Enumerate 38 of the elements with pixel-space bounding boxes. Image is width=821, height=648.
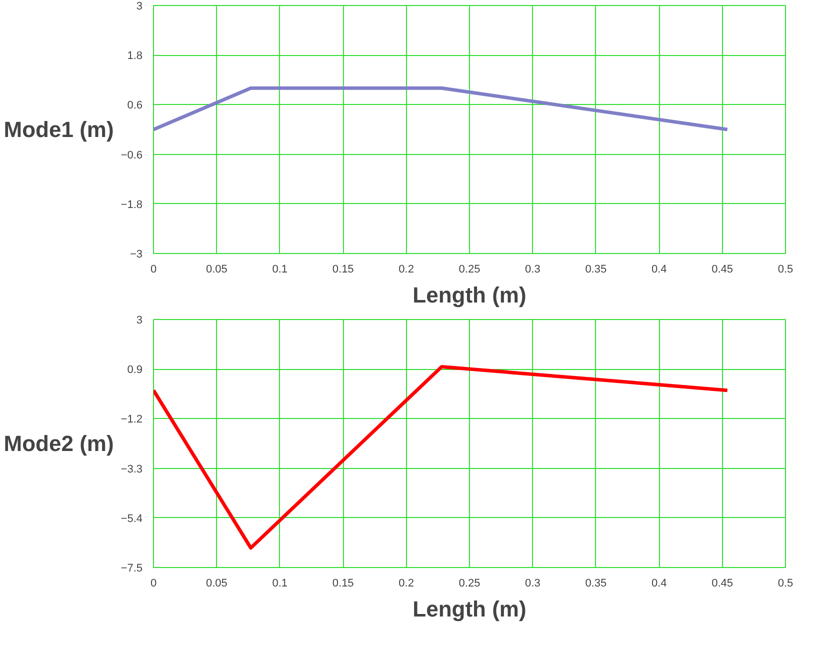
x-tick-label: 0.5 — [778, 264, 794, 276]
x-tick-label: 0.05 — [206, 264, 228, 276]
y-tick-label: 0.6 — [127, 100, 143, 112]
x-tick-label: 0.05 — [206, 578, 228, 590]
x-axis-title: Length (m) — [412, 596, 526, 622]
x-tick-label: 0.25 — [458, 578, 480, 590]
x-tick-label: 0.35 — [585, 264, 607, 276]
x-tick-label: 0 — [150, 578, 157, 590]
y-tick-label: 0.9 — [127, 364, 143, 376]
x-tick-label: 0.3 — [525, 578, 540, 590]
y-tick-label: −3 — [130, 248, 143, 260]
y-tick-label: −1.2 — [120, 414, 143, 426]
y-axis-title: Mode1 (m) — [4, 117, 114, 142]
x-tick-label: 0.45 — [712, 264, 734, 276]
y-tick-label: −7.5 — [120, 562, 143, 574]
x-axis-title: Length (m) — [412, 282, 526, 308]
x-tick-label: 0.4 — [651, 578, 667, 590]
y-tick-label: 1.8 — [127, 50, 143, 62]
x-tick-label: 0.25 — [458, 264, 480, 276]
y-tick-label: −5.4 — [120, 512, 143, 525]
x-tick-label: 0.3 — [525, 264, 540, 276]
y-tick-label: −1.8 — [120, 198, 143, 211]
x-tick-label: 0.5 — [778, 578, 794, 590]
y-tick-label: −0.6 — [120, 149, 143, 162]
y-tick-label: −3.3 — [120, 463, 143, 476]
x-tick-label: 0.35 — [585, 578, 607, 590]
x-tick-label: 0.2 — [398, 578, 414, 590]
x-tick-label: 0.15 — [332, 264, 354, 276]
x-tick-label: 0 — [150, 264, 157, 276]
x-tick-label: 0.45 — [712, 578, 734, 590]
x-tick-label: 0.2 — [398, 264, 414, 276]
y-tick-label: 3 — [136, 314, 143, 326]
x-tick-label: 0.15 — [332, 578, 354, 590]
x-tick-label: 0.4 — [651, 264, 667, 276]
y-axis-title: Mode2 (m) — [4, 431, 114, 456]
y-tick-label: 3 — [136, 0, 143, 12]
x-tick-label: 0.1 — [272, 264, 288, 276]
x-tick-label: 0.1 — [272, 578, 288, 590]
